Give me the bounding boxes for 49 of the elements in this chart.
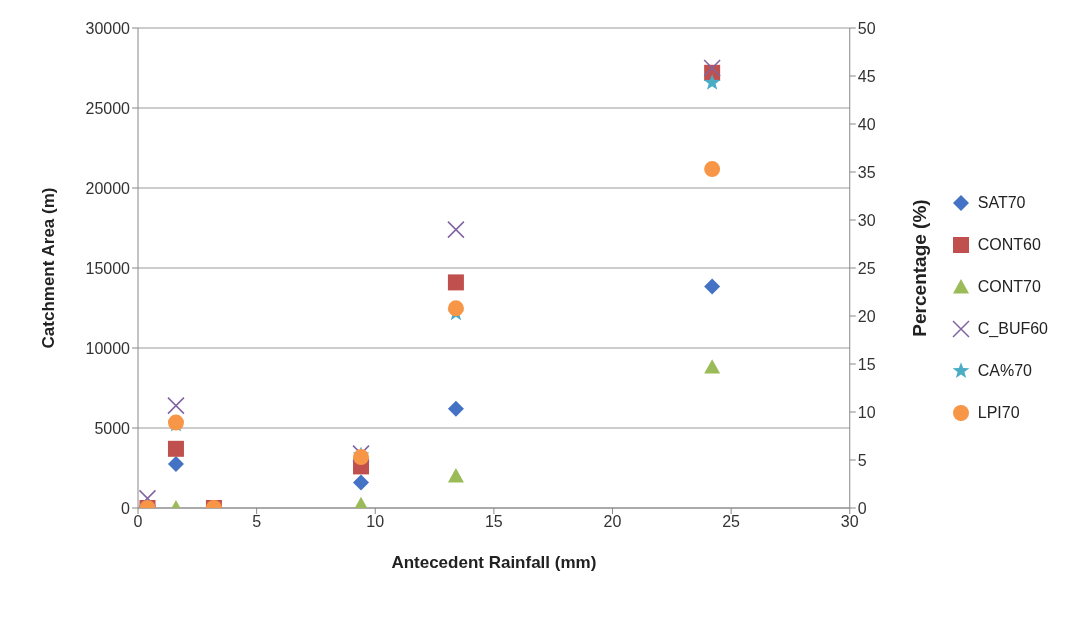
x-tick-label: 15 [484, 513, 503, 531]
y2-tick-label: 45 [857, 67, 876, 85]
y-tick-label: 20000 [85, 179, 131, 197]
y2-tick-label: 25 [857, 259, 876, 277]
point [704, 161, 721, 178]
point [447, 274, 464, 291]
point [447, 220, 465, 239]
legend-label: CONT70 [977, 278, 1041, 296]
point [703, 59, 721, 77]
legend-label: LPI70 [977, 404, 1020, 422]
y-tick-label: 5000 [94, 419, 131, 437]
y2-axis-title: Percentage (%) [909, 199, 931, 337]
y-tick-label: 25000 [85, 99, 131, 117]
y2-tick-label: 5 [857, 451, 867, 469]
x-axis-title: Antecedent Rainfall (mm) [391, 553, 597, 572]
point [138, 489, 157, 508]
y2-tick-label: 10 [857, 403, 876, 421]
point [704, 359, 721, 374]
y-tick-label: 30000 [85, 19, 131, 37]
point [447, 400, 464, 417]
x-tick-label: 30 [840, 513, 859, 531]
point [167, 456, 184, 472]
x-tick-label: 20 [603, 513, 622, 531]
y-axis-title: Catchment Area (m) [39, 187, 59, 349]
point [704, 278, 721, 295]
y2-tick-label: 0 [857, 499, 867, 517]
legend-label: SAT70 [977, 194, 1026, 212]
y2-tick-label: 50 [857, 19, 876, 37]
point [447, 300, 464, 317]
y2-tick-label: 20 [857, 307, 876, 325]
point [167, 440, 184, 457]
x-tick-label: 5 [252, 513, 262, 531]
y-tick-label: 15000 [85, 259, 131, 277]
x-tick-label: 25 [722, 513, 741, 531]
legend-label: C_BUF60 [977, 320, 1048, 338]
y-tick-label: 10000 [85, 339, 131, 357]
point [447, 468, 464, 483]
y2-tick-label: 40 [857, 115, 876, 133]
x-tick-label: 0 [133, 513, 143, 531]
point [353, 474, 370, 491]
y-tick-label: 0 [121, 499, 131, 517]
x-tick-label: 10 [366, 513, 385, 531]
y2-tick-label: 35 [857, 163, 876, 181]
y2-tick-label: 15 [857, 355, 876, 373]
legend-label: CONT60 [977, 236, 1041, 254]
point [167, 396, 185, 415]
point [703, 73, 721, 90]
legend-label: CA%70 [977, 362, 1032, 380]
y2-tick-label: 30 [857, 211, 876, 229]
